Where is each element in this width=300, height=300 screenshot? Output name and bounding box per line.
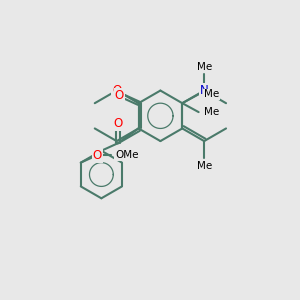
Text: O: O (112, 84, 121, 97)
Text: Me: Me (204, 89, 219, 99)
Text: O: O (115, 89, 124, 102)
Text: N: N (200, 84, 208, 97)
Text: Me: Me (196, 161, 212, 171)
Text: OMe: OMe (115, 150, 139, 160)
Text: O: O (113, 117, 122, 130)
Text: Me: Me (196, 62, 212, 72)
Text: Me: Me (204, 107, 219, 117)
Text: O: O (92, 149, 102, 162)
